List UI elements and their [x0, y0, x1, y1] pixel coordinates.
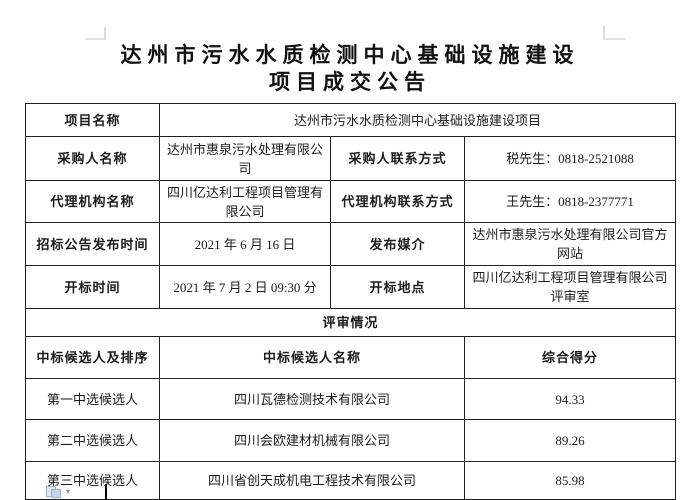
cell-purchaser-contact-label: 采购人联系方式	[330, 136, 465, 181]
page-corner-mark-left	[85, 27, 106, 40]
cell-purchaser-contact-value: 税先生：0818-2521088	[463, 136, 677, 181]
cell-open-place-label: 开标地点	[330, 265, 465, 309]
cell-candidate2-score: 89.26	[463, 419, 677, 462]
cell-agency-value: 四川亿达利工程项目管理有限公司	[159, 180, 331, 223]
chevron-down-icon[interactable]: ▾	[66, 487, 71, 496]
announcement-table: 项目名称 达州市污水水质检测中心基础设施建设项目 采购人名称 达州市惠泉污水处理…	[24, 103, 677, 500]
cell-candidate2-name: 四川会欧建材机械有限公司	[159, 419, 465, 462]
table-row: 采购人名称 达州市惠泉污水处理有限公司 采购人联系方式 税先生：0818-252…	[25, 136, 677, 181]
cell-review-section-title: 评审情况	[24, 308, 677, 337]
cell-candidate1-name: 四川瓦德检测技术有限公司	[159, 378, 465, 420]
page-corner-mark-right	[603, 26, 626, 40]
cell-candidate-rank-header: 中标候选人及排序	[25, 336, 160, 379]
cell-candidate3-name: 四川省创天成机电工程技术有限公司	[159, 461, 465, 500]
cell-agency-label: 代理机构名称	[25, 180, 160, 223]
paste-options-button[interactable]: ▾	[46, 486, 78, 499]
cell-candidate3-score: 85.98	[463, 461, 677, 500]
table-row: 招标公告发布时间 2021 年 6 月 16 日 发布媒介 达州市惠泉污水处理有…	[25, 222, 677, 266]
cell-agency-contact-label: 代理机构联系方式	[330, 180, 465, 223]
document-title-line2: 项目成交公告	[269, 70, 431, 94]
cell-open-time-label: 开标时间	[25, 265, 160, 309]
cell-media-label: 发布媒介	[330, 222, 465, 266]
table-row: 开标时间 2021 年 7 月 2 日 09:30 分 开标地点 四川亿达利工程…	[25, 265, 677, 309]
table-row-candidate-1: 第一中选候选人 四川瓦德检测技术有限公司 94.33	[25, 378, 677, 420]
document-title: 达州市污水水质检测中心基础设施建设 项目成交公告	[0, 42, 700, 96]
text-cursor-caret	[105, 484, 107, 500]
cell-candidate2-rank: 第二中选候选人	[25, 419, 160, 462]
cell-purchaser-label: 采购人名称	[25, 136, 160, 181]
table-section-row: 评审情况	[24, 308, 677, 337]
cell-open-place-value: 四川亿达利工程项目管理有限公司评审室	[463, 265, 677, 309]
cell-candidate-name-header: 中标候选人名称	[159, 336, 465, 379]
cell-agency-contact-value: 王先生：0818-2377771	[463, 180, 677, 223]
cell-notice-date-value: 2021 年 6 月 16 日	[159, 222, 331, 266]
cell-candidate-score-header: 综合得分	[463, 336, 677, 379]
cell-project-name-label: 项目名称	[25, 103, 160, 137]
table-header-row: 中标候选人及排序 中标候选人名称 综合得分	[25, 336, 677, 379]
cell-notice-date-label: 招标公告发布时间	[25, 222, 160, 266]
table-row: 项目名称 达州市污水水质检测中心基础设施建设项目	[25, 103, 677, 137]
document-title-line1: 达州市污水水质检测中心基础设施建设	[120, 43, 580, 67]
cell-candidate1-rank: 第一中选候选人	[25, 378, 160, 420]
table-row-candidate-3: 第三中选候选人 四川省创天成机电工程技术有限公司 85.98	[25, 461, 677, 500]
table-row: 代理机构名称 四川亿达利工程项目管理有限公司 代理机构联系方式 王先生：0818…	[25, 180, 677, 223]
cell-candidate1-score: 94.33	[463, 378, 677, 420]
table-row-candidate-2: 第二中选候选人 四川会欧建材机械有限公司 89.26	[25, 419, 677, 462]
cell-purchaser-value: 达州市惠泉污水处理有限公司	[159, 136, 331, 181]
cell-open-time-value: 2021 年 7 月 2 日 09:30 分	[159, 265, 331, 309]
cell-project-name-value: 达州市污水水质检测中心基础设施建设项目	[158, 103, 677, 137]
paste-options-icon	[46, 486, 62, 498]
cell-media-value: 达州市惠泉污水处理有限公司官方网站	[463, 222, 677, 266]
